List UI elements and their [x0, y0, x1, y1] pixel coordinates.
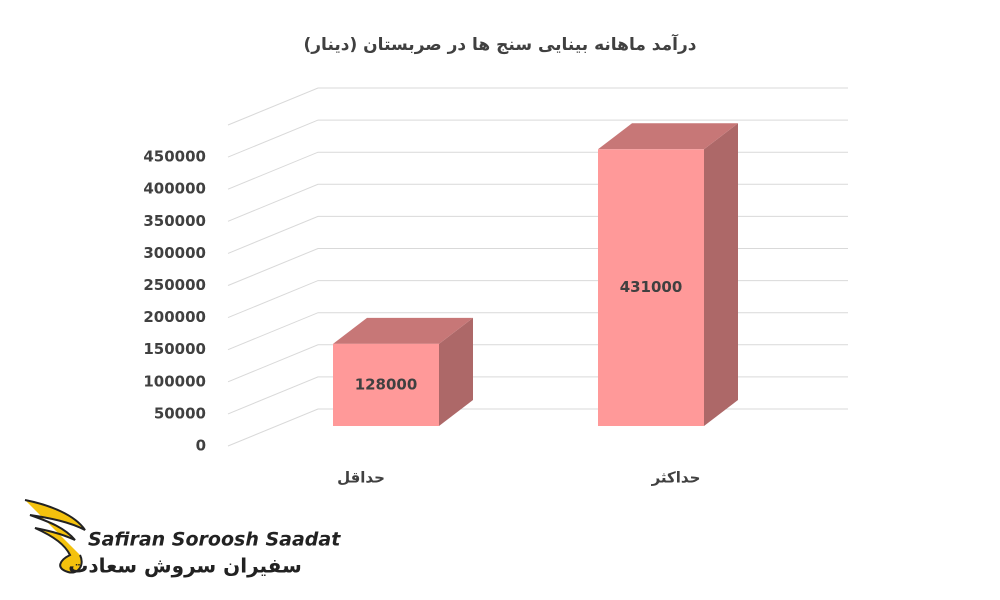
y-tick-label: 0: [196, 437, 206, 455]
y-tick-label: 250000: [143, 276, 206, 294]
y-tick-label: 300000: [143, 244, 206, 262]
bar-top: [598, 123, 738, 150]
bar-side: [439, 317, 473, 426]
chart-title: درآمد ماهانه بینایی سنج ها در صربستان (د…: [304, 33, 697, 55]
grid-line: [227, 119, 848, 158]
value-label: 128000: [355, 375, 418, 393]
y-tick-label: 150000: [143, 340, 206, 358]
x-tick-label: حداقل: [337, 469, 385, 487]
bar: [333, 343, 439, 426]
grid-line: [227, 280, 848, 319]
grid-line: [227, 376, 848, 415]
bar-side: [704, 123, 738, 426]
grid-line: [227, 151, 848, 190]
y-tick-label: 350000: [143, 212, 206, 230]
y-tick-label: 450000: [143, 148, 206, 166]
grid-line: [227, 183, 848, 222]
y-tick-label: 400000: [143, 180, 206, 198]
grid-line: [227, 215, 848, 254]
value-label: 431000: [620, 278, 683, 296]
logo-latin: Safiran Soroosh Saadat: [88, 529, 341, 551]
y-tick-label: 50000: [154, 404, 206, 422]
grid-line: [227, 408, 848, 447]
x-tick-label: حداکثر: [651, 469, 701, 487]
bar: [598, 149, 704, 426]
logo: Safiran Soroosh Saadat سفیران سروش سعادت: [24, 499, 341, 578]
grid-line: [227, 248, 848, 286]
y-tick-label: 200000: [143, 308, 206, 326]
bar-top: [333, 317, 473, 344]
y-tick-label: 100000: [143, 372, 206, 390]
logo-wing: [24, 499, 86, 574]
grid-line: [227, 312, 848, 351]
grid-line: [227, 344, 848, 383]
logo-persian: سفیران سروش سعادت: [68, 554, 302, 578]
grid-line: [227, 87, 848, 126]
